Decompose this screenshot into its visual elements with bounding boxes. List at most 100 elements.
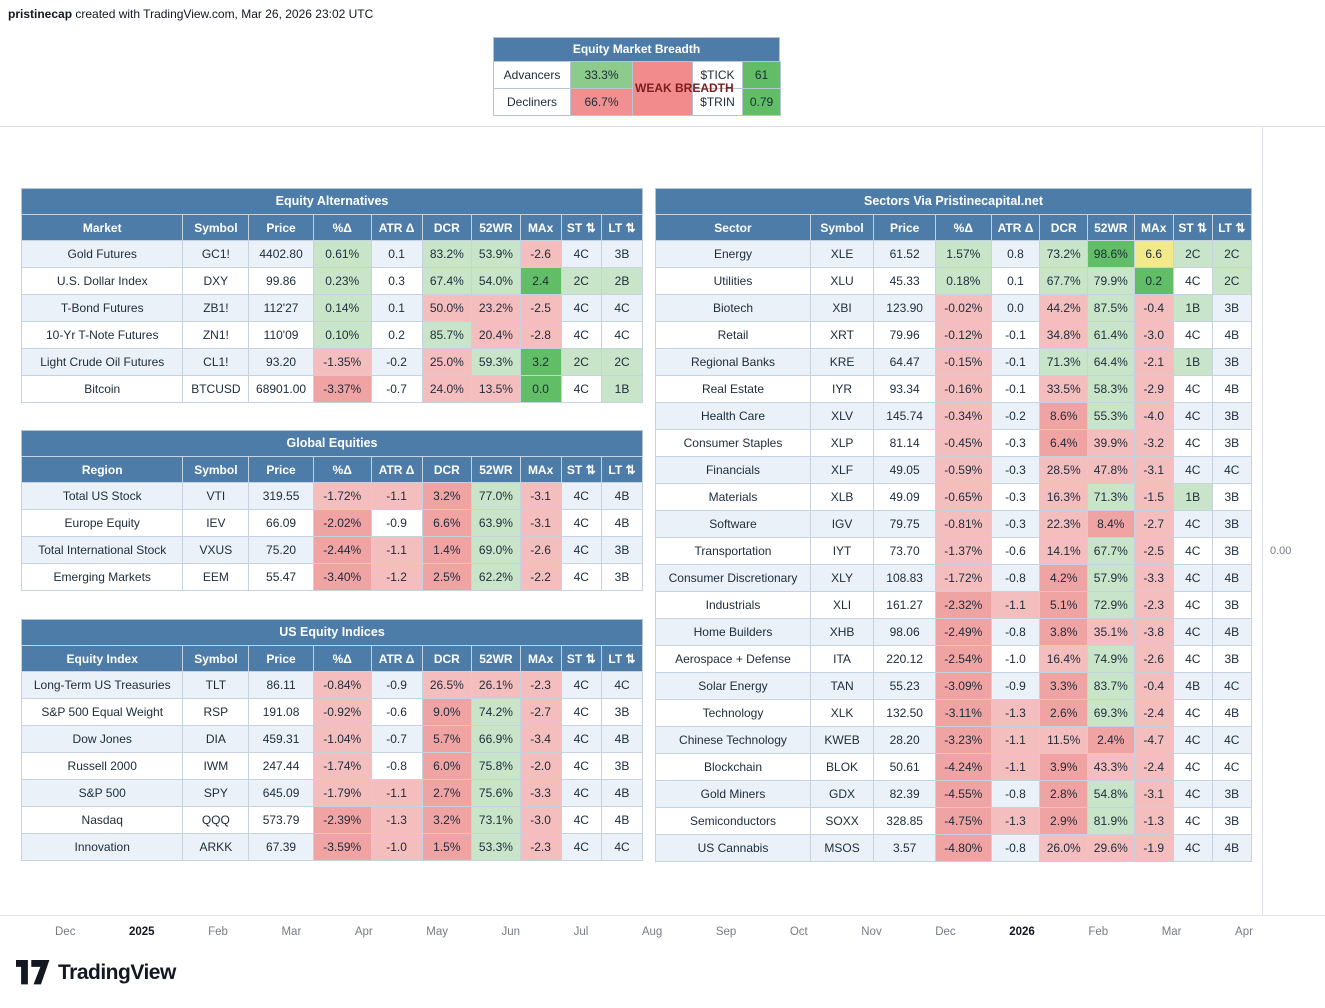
table-cell: SPY xyxy=(182,779,250,807)
table-cell: -3.2 xyxy=(1133,429,1174,457)
table-cell: 1.5% xyxy=(421,833,473,861)
table-cell: 2C xyxy=(1172,240,1213,268)
column-header: MAx xyxy=(519,456,562,483)
table-cell: 61.4% xyxy=(1087,321,1135,349)
table-cell: -0.16% xyxy=(935,375,992,403)
table-cell: 2.6% xyxy=(1039,699,1089,727)
table-row: Nasdaq QQQ 573.79 -2.39% -1.3 3.2% 73.1% -3.0 4C… xyxy=(20,806,644,834)
table-cell: 4B xyxy=(1211,834,1253,862)
row-label: Gold Miners xyxy=(655,780,811,808)
table-cell: 3B xyxy=(1211,483,1253,511)
table-cell: -0.9 xyxy=(370,671,423,699)
table-cell: 4C xyxy=(1172,537,1213,565)
table-cell: 3.3% xyxy=(1039,672,1089,700)
table-cell: -0.3 xyxy=(990,429,1041,457)
table-cell: BLOK xyxy=(809,753,875,781)
sectors-table: Sectors Via Pristinecapital.net Sector Sy… xyxy=(655,188,1253,862)
table-cell: 16.4% xyxy=(1039,645,1089,673)
time-axis[interactable]: Dec 2025 Feb Mar Apr May Jun Jul Aug Sep Oct Nov Dec… xyxy=(55,926,1253,938)
table-cell: 0.1 xyxy=(370,240,423,268)
table-cell: 4C xyxy=(560,563,602,591)
table-cell: -2.49% xyxy=(935,618,992,646)
table-cell: -1.3 xyxy=(370,806,423,834)
table-cell: 2.4% xyxy=(1087,726,1135,754)
tradingview-logo[interactable]: TradingView xyxy=(16,960,176,985)
table-cell: -2.3 xyxy=(1133,591,1174,619)
table-cell: 4C xyxy=(1172,834,1213,862)
advancers-label: Advancers xyxy=(493,61,571,89)
table-cell: 0.18% xyxy=(935,267,992,295)
table-cell: XLI xyxy=(809,591,875,619)
table-cell: DIA xyxy=(182,725,250,753)
table-cell: 98.06 xyxy=(873,618,937,646)
table-title: Equity Alternatives xyxy=(21,188,643,214)
table-cell: -2.3 xyxy=(519,833,562,861)
table-cell: -2.7 xyxy=(519,698,562,726)
table-cell: 0.10% xyxy=(312,321,372,349)
column-header: ATR Δ xyxy=(370,456,423,483)
table-cell: -0.9 xyxy=(990,672,1041,700)
table-cell: 98.6% xyxy=(1087,240,1135,268)
table-cell: TLT xyxy=(182,671,250,699)
table-row: Consumer Discretionary XLY 108.83 -1.72% -0.… xyxy=(655,564,1253,592)
table-row: Software IGV 79.75 -0.81% -0.3 22.3% 8.4% -2.7 4… xyxy=(655,510,1253,538)
table-row: Consumer Staples XLP 81.14 -0.45% -0.3 6.4% 39… xyxy=(655,429,1253,457)
row-label: Energy xyxy=(655,240,811,268)
table-cell: 2C xyxy=(1211,267,1253,295)
table-cell: 2.4 xyxy=(519,267,562,295)
table-cell: 2.7% xyxy=(421,779,473,807)
table-cell: 4B xyxy=(600,779,644,807)
table-row: Innovation ARKK 67.39 -3.59% -1.0 1.5% 53.3% -2… xyxy=(20,833,644,861)
table-cell: 73.2% xyxy=(1039,240,1089,268)
table-row: Industrials XLI 161.27 -2.32% -1.1 5.1% 72.9% -… xyxy=(655,591,1253,619)
table-cell: 0.0 xyxy=(519,375,562,403)
table-cell: -3.0 xyxy=(519,806,562,834)
table-cell: 4C xyxy=(560,240,602,268)
table-cell: -3.0 xyxy=(1133,321,1174,349)
table-cell: 2B xyxy=(600,267,644,295)
table-cell: 4C xyxy=(1172,321,1213,349)
table-cell: 2.8% xyxy=(1039,780,1089,808)
table-cell: 6.6% xyxy=(421,509,473,537)
column-header: Region xyxy=(20,456,184,483)
table-cell: 64.47 xyxy=(873,348,937,376)
table-cell: -3.40% xyxy=(312,563,372,591)
table-cell: 3B xyxy=(600,240,644,268)
table-cell: 67.39 xyxy=(248,833,314,861)
table-cell: 79.75 xyxy=(873,510,937,538)
table-cell: 4B xyxy=(1211,699,1253,727)
table-cell: 66.09 xyxy=(248,509,314,537)
table-cell: 28.5% xyxy=(1039,456,1089,484)
table-cell: -4.55% xyxy=(935,780,992,808)
table-cell: 26.0% xyxy=(1039,834,1089,862)
row-label: T-Bond Futures xyxy=(20,294,184,322)
table-cell: -3.23% xyxy=(935,726,992,754)
table-row: Materials XLB 49.09 -0.65% -0.3 16.3% 71.3% -1.… xyxy=(655,483,1253,511)
table-cell: -1.0 xyxy=(990,645,1041,673)
table-cell: 3B xyxy=(1211,591,1253,619)
table-cell: -0.45% xyxy=(935,429,992,457)
row-label: Bitcoin xyxy=(20,375,184,403)
table-cell: 43.3% xyxy=(1087,753,1135,781)
column-header: 52WR xyxy=(471,214,521,241)
table-cell: 0.23% xyxy=(312,267,372,295)
table-cell: KRE xyxy=(809,348,875,376)
table-cell: -3.1 xyxy=(1133,456,1174,484)
table-cell: 8.4% xyxy=(1087,510,1135,538)
table-cell: -0.34% xyxy=(935,402,992,430)
table-cell: -2.44% xyxy=(312,536,372,564)
table-cell: -2.5 xyxy=(1133,537,1174,565)
row-label: Long-Term US Treasuries xyxy=(20,671,184,699)
table-cell: -3.59% xyxy=(312,833,372,861)
table-cell: 145.74 xyxy=(873,402,937,430)
table-cell: 4B xyxy=(600,806,644,834)
column-header: Market xyxy=(20,214,184,241)
column-header: Price xyxy=(248,214,314,241)
table-cell: -1.3 xyxy=(990,807,1041,835)
table-cell: 3B xyxy=(1211,807,1253,835)
table-cell: -1.3 xyxy=(1133,807,1174,835)
column-header: 52WR xyxy=(471,456,521,483)
column-header: DCR xyxy=(421,456,473,483)
column-header: %Δ xyxy=(312,645,372,672)
